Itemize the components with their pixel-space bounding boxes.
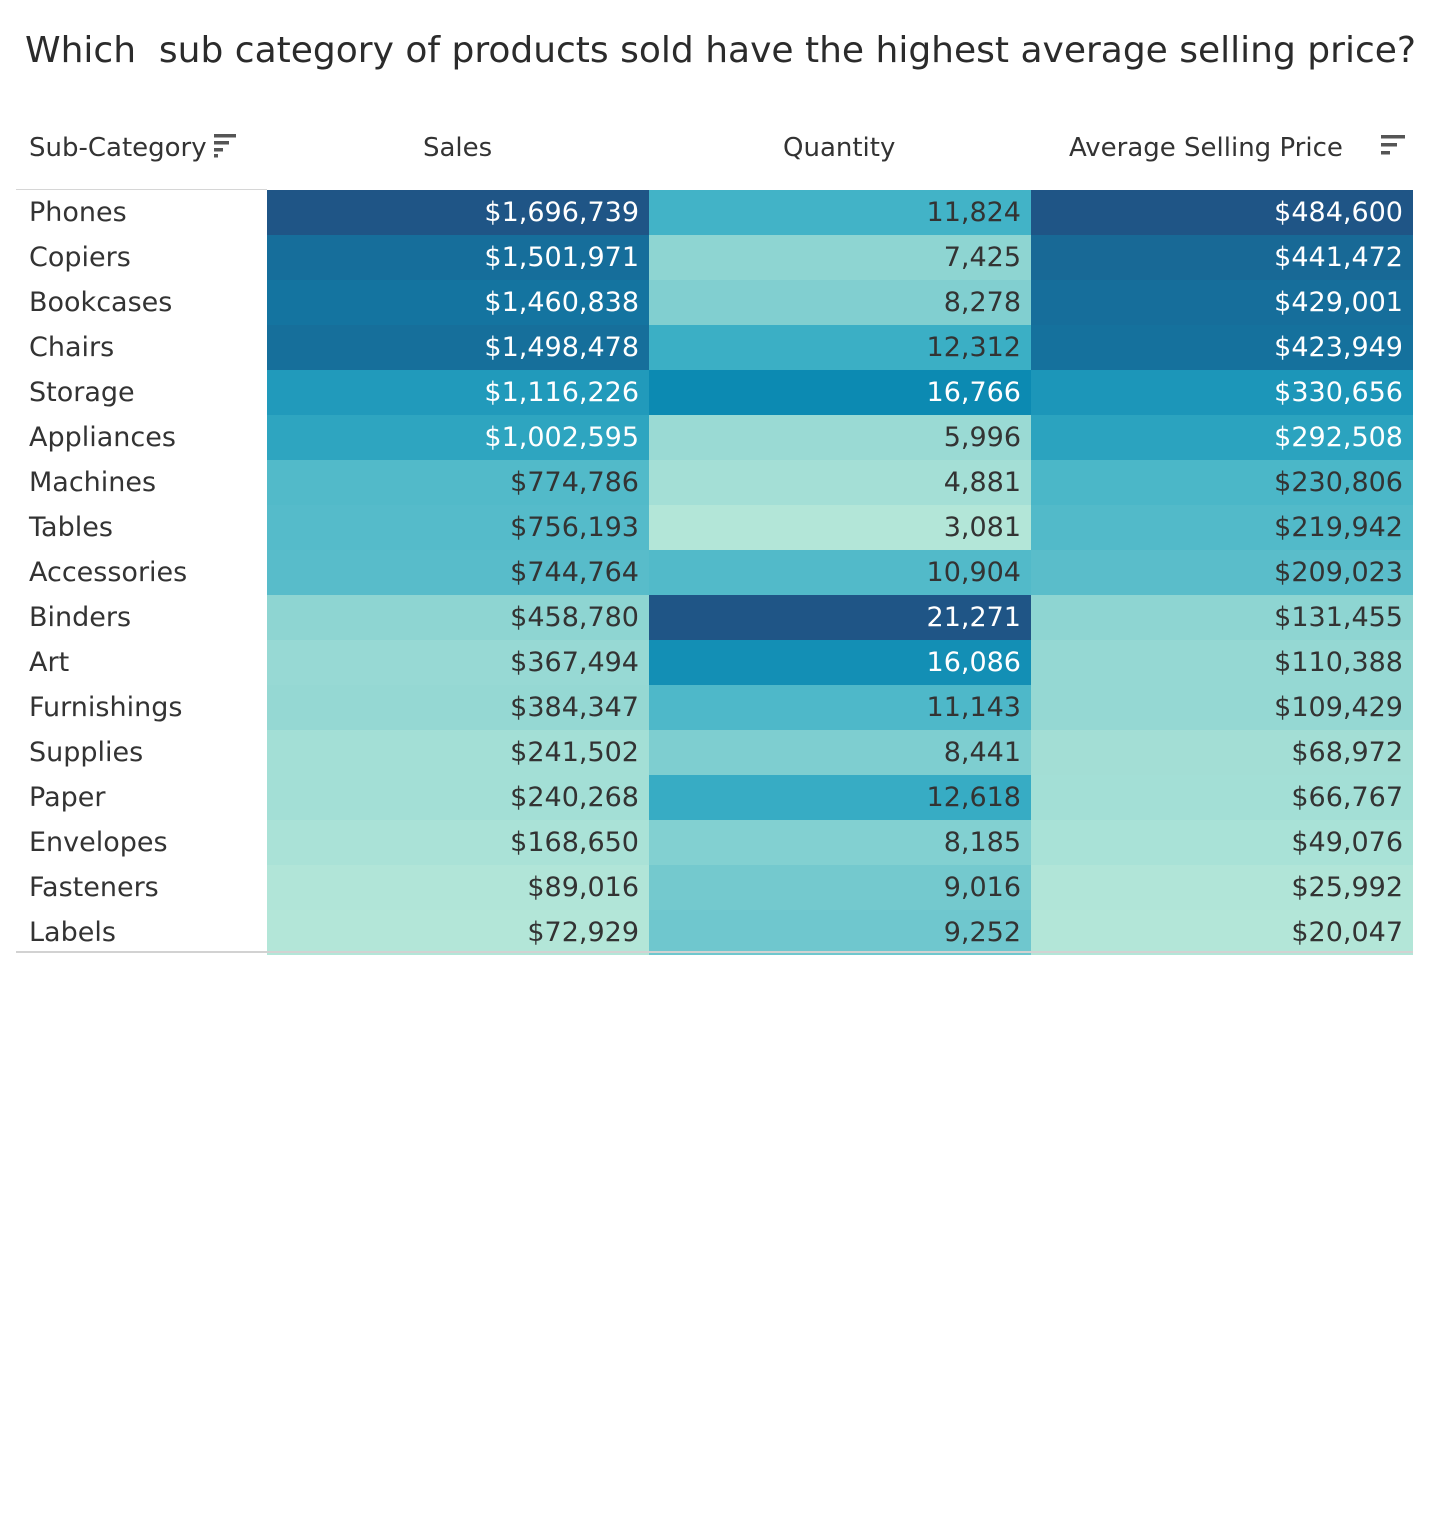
sales-cell: $774,786 bbox=[267, 460, 649, 505]
sub-category-cell: Envelopes bbox=[16, 820, 267, 865]
table-row[interactable]: Storage $1,116,226 16,766 $330,656 bbox=[16, 370, 1413, 415]
quantity-cell: 4,881 bbox=[649, 460, 1031, 505]
average-selling-price-cell: $49,076 bbox=[1031, 820, 1413, 865]
sub-category-cell: Bookcases bbox=[16, 280, 267, 325]
quantity-cell: 11,143 bbox=[649, 685, 1031, 730]
average-selling-price-cell: $219,942 bbox=[1031, 505, 1413, 550]
sort-descending-icon[interactable] bbox=[1380, 133, 1406, 165]
average-selling-price-cell: $110,388 bbox=[1031, 640, 1413, 685]
sales-cell: $1,002,595 bbox=[267, 415, 649, 460]
sub-category-cell: Appliances bbox=[16, 415, 267, 460]
column-header-label: Sub-Category bbox=[29, 133, 207, 163]
quantity-cell: 16,766 bbox=[649, 370, 1031, 415]
quantity-cell: 9,252 bbox=[649, 910, 1031, 955]
quantity-cell: 5,996 bbox=[649, 415, 1031, 460]
average-selling-price-cell: $68,972 bbox=[1031, 730, 1413, 775]
sales-cell: $458,780 bbox=[267, 595, 649, 640]
sales-cell: $89,016 bbox=[267, 865, 649, 910]
column-header-sales[interactable]: Sales bbox=[423, 133, 493, 163]
sub-category-cell: Copiers bbox=[16, 235, 267, 280]
column-header-quantity[interactable]: Quantity bbox=[783, 133, 896, 163]
quantity-cell: 7,425 bbox=[649, 235, 1031, 280]
average-selling-price-cell: $484,600 bbox=[1031, 190, 1413, 235]
table-row[interactable]: Supplies $241,502 8,441 $68,972 bbox=[16, 730, 1413, 775]
sales-cell: $1,501,971 bbox=[267, 235, 649, 280]
sub-category-cell: Art bbox=[16, 640, 267, 685]
table-row[interactable]: Copiers $1,501,971 7,425 $441,472 bbox=[16, 235, 1413, 280]
sales-cell: $1,498,478 bbox=[267, 325, 649, 370]
table-row[interactable]: Envelopes $168,650 8,185 $49,076 bbox=[16, 820, 1413, 865]
sub-category-cell: Paper bbox=[16, 775, 267, 820]
table-row[interactable]: Appliances $1,002,595 5,996 $292,508 bbox=[16, 415, 1413, 460]
table-row[interactable]: Phones $1,696,739 11,824 $484,600 bbox=[16, 190, 1413, 235]
sales-cell: $756,193 bbox=[267, 505, 649, 550]
quantity-cell: 3,081 bbox=[649, 505, 1031, 550]
table-row[interactable]: Chairs $1,498,478 12,312 $423,949 bbox=[16, 325, 1413, 370]
table-bottom-border bbox=[16, 951, 1413, 953]
sub-category-cell: Fasteners bbox=[16, 865, 267, 910]
sub-category-cell: Storage bbox=[16, 370, 267, 415]
table-row[interactable]: Art $367,494 16,086 $110,388 bbox=[16, 640, 1413, 685]
column-header-sub-category[interactable]: Sub-Category bbox=[29, 125, 237, 171]
sub-category-cell: Chairs bbox=[16, 325, 267, 370]
table-row[interactable]: Tables $756,193 3,081 $219,942 bbox=[16, 505, 1413, 550]
sub-category-cell: Binders bbox=[16, 595, 267, 640]
table-row[interactable]: Machines $774,786 4,881 $230,806 bbox=[16, 460, 1413, 505]
average-selling-price-cell: $230,806 bbox=[1031, 460, 1413, 505]
quantity-cell: 12,312 bbox=[649, 325, 1031, 370]
sales-cell: $240,268 bbox=[267, 775, 649, 820]
table-row[interactable]: Labels $72,929 9,252 $20,047 bbox=[16, 910, 1413, 955]
sort-descending-icon[interactable] bbox=[213, 132, 237, 165]
average-selling-price-cell: $429,001 bbox=[1031, 280, 1413, 325]
average-selling-price-cell: $292,508 bbox=[1031, 415, 1413, 460]
average-selling-price-cell: $441,472 bbox=[1031, 235, 1413, 280]
quantity-cell: 16,086 bbox=[649, 640, 1031, 685]
average-selling-price-cell: $66,767 bbox=[1031, 775, 1413, 820]
average-selling-price-cell: $330,656 bbox=[1031, 370, 1413, 415]
column-header-average-selling-price[interactable]: Average Selling Price bbox=[1069, 133, 1343, 163]
average-selling-price-cell: $131,455 bbox=[1031, 595, 1413, 640]
sales-cell: $744,764 bbox=[267, 550, 649, 595]
sales-cell: $1,116,226 bbox=[267, 370, 649, 415]
sales-cell: $367,494 bbox=[267, 640, 649, 685]
header-divider bbox=[16, 189, 267, 190]
quantity-cell: 8,185 bbox=[649, 820, 1031, 865]
table-row[interactable]: Fasteners $89,016 9,016 $25,992 bbox=[16, 865, 1413, 910]
average-selling-price-cell: $20,047 bbox=[1031, 910, 1413, 955]
quantity-cell: 12,618 bbox=[649, 775, 1031, 820]
quantity-cell: 21,271 bbox=[649, 595, 1031, 640]
sales-cell: $168,650 bbox=[267, 820, 649, 865]
sales-cell: $1,460,838 bbox=[267, 280, 649, 325]
quantity-cell: 8,441 bbox=[649, 730, 1031, 775]
sales-cell: $72,929 bbox=[267, 910, 649, 955]
highlight-table: Phones $1,696,739 11,824 $484,600 Copiers $1,… bbox=[16, 190, 1413, 955]
quantity-cell: 11,824 bbox=[649, 190, 1031, 235]
sub-category-cell: Supplies bbox=[16, 730, 267, 775]
table-row[interactable]: Paper $240,268 12,618 $66,767 bbox=[16, 775, 1413, 820]
sub-category-cell: Phones bbox=[16, 190, 267, 235]
chart-title: Which sub category of products sold have… bbox=[25, 30, 1416, 71]
quantity-cell: 10,904 bbox=[649, 550, 1031, 595]
average-selling-price-cell: $25,992 bbox=[1031, 865, 1413, 910]
sales-cell: $1,696,739 bbox=[267, 190, 649, 235]
average-selling-price-cell: $423,949 bbox=[1031, 325, 1413, 370]
average-selling-price-cell: $109,429 bbox=[1031, 685, 1413, 730]
table-row[interactable]: Bookcases $1,460,838 8,278 $429,001 bbox=[16, 280, 1413, 325]
table-row[interactable]: Binders $458,780 21,271 $131,455 bbox=[16, 595, 1413, 640]
sub-category-cell: Machines bbox=[16, 460, 267, 505]
sub-category-cell: Furnishings bbox=[16, 685, 267, 730]
quantity-cell: 9,016 bbox=[649, 865, 1031, 910]
sub-category-cell: Tables bbox=[16, 505, 267, 550]
table-row[interactable]: Furnishings $384,347 11,143 $109,429 bbox=[16, 685, 1413, 730]
sub-category-cell: Accessories bbox=[16, 550, 267, 595]
sub-category-cell: Labels bbox=[16, 910, 267, 955]
sales-cell: $384,347 bbox=[267, 685, 649, 730]
quantity-cell: 8,278 bbox=[649, 280, 1031, 325]
sales-cell: $241,502 bbox=[267, 730, 649, 775]
table-row[interactable]: Accessories $744,764 10,904 $209,023 bbox=[16, 550, 1413, 595]
average-selling-price-cell: $209,023 bbox=[1031, 550, 1413, 595]
